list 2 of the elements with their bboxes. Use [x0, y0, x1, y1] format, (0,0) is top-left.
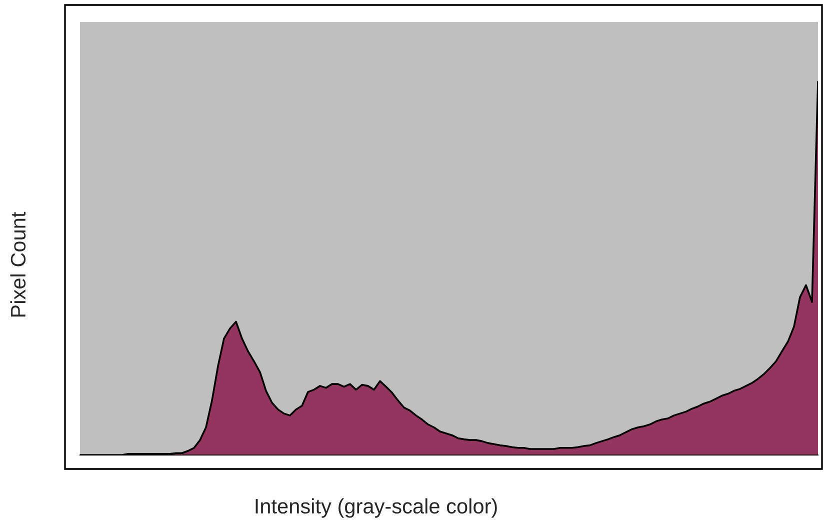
x-axis-title: Intensity (gray-scale color) [256, 498, 497, 518]
y-axis-title: Pixel Count [10, 212, 26, 317]
